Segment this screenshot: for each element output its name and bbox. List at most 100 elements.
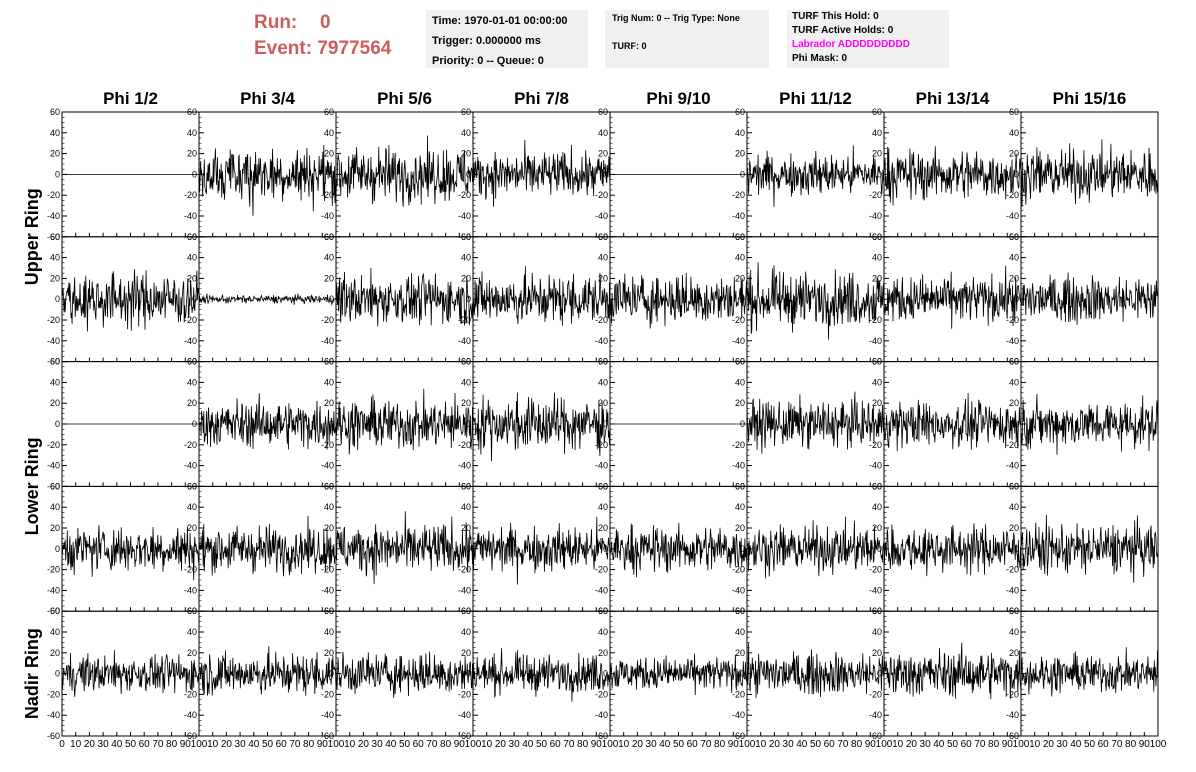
y-tick-label: -20 xyxy=(595,440,608,450)
y-tick-label: 60 xyxy=(187,232,197,242)
y-tick-label: 40 xyxy=(1009,502,1019,512)
y-tick-label: 60 xyxy=(187,107,197,117)
y-tick-label: 0 xyxy=(740,294,745,304)
y-tick-label: 20 xyxy=(461,523,471,533)
y-tick-label: 20 xyxy=(50,149,60,159)
x-tick-label: 20 xyxy=(769,739,781,750)
y-tick-label: -40 xyxy=(184,211,197,221)
y-tick-label: -20 xyxy=(869,565,882,575)
y-tick-label: -40 xyxy=(184,585,197,595)
x-tick-label: 30 xyxy=(920,739,932,750)
y-tick-label: -40 xyxy=(47,585,60,595)
y-tick-label: -20 xyxy=(732,190,745,200)
y-tick-label: 40 xyxy=(598,502,608,512)
y-tick-label: 60 xyxy=(50,481,60,491)
y-tick-label: -40 xyxy=(321,211,334,221)
x-tick-label: 100 xyxy=(602,739,619,750)
y-tick-label: -40 xyxy=(869,461,882,471)
y-tick-label: 60 xyxy=(324,357,334,367)
y-tick-label: -20 xyxy=(184,440,197,450)
y-tick-label: -40 xyxy=(184,710,197,720)
y-tick-label: 20 xyxy=(187,149,197,159)
x-tick-label: 60 xyxy=(139,739,151,750)
x-tick-label: 100 xyxy=(328,739,345,750)
waveform-trace xyxy=(198,646,337,696)
y-tick-label: 0 xyxy=(329,419,334,429)
x-tick-label: 20 xyxy=(221,739,233,750)
x-tick-label: 40 xyxy=(248,739,260,750)
x-tick-label: 80 xyxy=(166,739,178,750)
y-tick-label: -40 xyxy=(732,336,745,346)
event-label: Event: xyxy=(254,38,313,59)
x-tick-label: 90 xyxy=(1139,739,1151,750)
y-tick-label: -20 xyxy=(47,689,60,699)
y-tick-label: -40 xyxy=(732,211,745,221)
y-tick-label: 0 xyxy=(1014,544,1019,554)
y-tick-label: 0 xyxy=(466,294,471,304)
y-tick-label: 20 xyxy=(735,648,745,658)
turf-info-box: TURF This Hold: 0 TURF Active Holds: 0 L… xyxy=(787,10,949,68)
y-tick-label: 20 xyxy=(50,523,60,533)
y-tick-label: 60 xyxy=(872,481,882,491)
y-tick-label: 20 xyxy=(598,398,608,408)
y-tick-label: 20 xyxy=(324,149,334,159)
turf-this-hold: TURF This Hold: 0 xyxy=(792,11,879,22)
y-tick-label: 0 xyxy=(603,669,608,679)
y-tick-label: 60 xyxy=(598,232,608,242)
y-tick-label: 60 xyxy=(50,606,60,616)
waveform-trace xyxy=(198,393,337,450)
waveform-trace xyxy=(472,392,611,462)
y-tick-label: 0 xyxy=(740,544,745,554)
y-tick-label: -40 xyxy=(869,211,882,221)
y-tick-label: -60 xyxy=(869,731,882,741)
y-tick-label: -20 xyxy=(869,315,882,325)
y-tick-label: -20 xyxy=(184,190,197,200)
x-tick-label: 70 xyxy=(289,739,301,750)
y-tick-label: 60 xyxy=(50,107,60,117)
y-tick-label: 0 xyxy=(466,544,471,554)
waveform-trace xyxy=(883,642,1022,700)
y-tick-label: -20 xyxy=(321,565,334,575)
y-tick-label: 60 xyxy=(598,357,608,367)
y-tick-label: 40 xyxy=(872,253,882,263)
y-tick-label: -20 xyxy=(595,565,608,575)
y-tick-label: -60 xyxy=(732,731,745,741)
x-tick-label: 30 xyxy=(98,739,110,750)
y-tick-label: 0 xyxy=(55,544,60,554)
y-tick-label: -40 xyxy=(184,461,197,471)
y-tick-label: 0 xyxy=(55,669,60,679)
y-tick-label: 60 xyxy=(461,481,471,491)
run-label: Run: xyxy=(254,12,298,33)
waveform-trace xyxy=(472,266,611,326)
y-tick-label: 60 xyxy=(1009,232,1019,242)
x-tick-label: 90 xyxy=(317,739,329,750)
run-event-box: Run: 0 Event: 7977564 xyxy=(254,10,424,68)
y-tick-label: 40 xyxy=(1009,128,1019,138)
y-tick-label: 0 xyxy=(1014,419,1019,429)
y-tick-label: 20 xyxy=(324,398,334,408)
column-title: Phi 1/2 xyxy=(103,89,158,108)
y-tick-label: 40 xyxy=(187,377,197,387)
x-tick-label: 80 xyxy=(1125,739,1137,750)
x-tick-label: 60 xyxy=(550,739,562,750)
x-tick-label: 40 xyxy=(1070,739,1082,750)
y-tick-label: -40 xyxy=(321,585,334,595)
y-tick-label: 0 xyxy=(877,669,882,679)
ring-title: Lower Ring xyxy=(22,437,42,535)
column-title: Phi 13/14 xyxy=(916,89,990,108)
y-tick-label: -20 xyxy=(595,689,608,699)
y-tick-label: -40 xyxy=(732,710,745,720)
y-tick-label: 20 xyxy=(324,273,334,283)
x-tick-label: 50 xyxy=(399,739,411,750)
x-tick-label: 20 xyxy=(1043,739,1055,750)
y-tick-label: 40 xyxy=(50,128,60,138)
x-tick-label: 100 xyxy=(191,739,208,750)
y-tick-label: 60 xyxy=(50,232,60,242)
x-tick-label: 80 xyxy=(851,739,863,750)
y-tick-label: -60 xyxy=(47,481,60,491)
y-tick-label: 60 xyxy=(1009,107,1019,117)
x-tick-label: 50 xyxy=(947,739,959,750)
y-tick-label: 20 xyxy=(735,273,745,283)
y-tick-label: -20 xyxy=(458,190,471,200)
y-tick-label: 0 xyxy=(877,544,882,554)
